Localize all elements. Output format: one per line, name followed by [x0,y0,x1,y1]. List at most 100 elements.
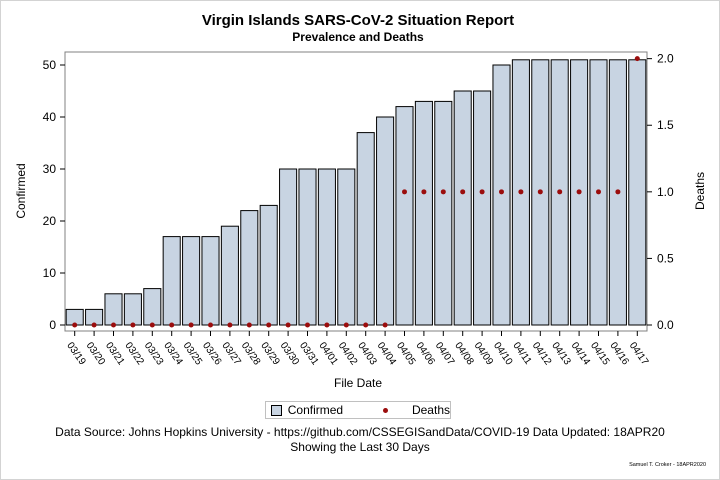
point-deaths [149,322,155,328]
plot-area [64,51,648,332]
point-deaths [111,322,116,328]
bar-confirmed [628,59,647,326]
y-tick-label: 20 [43,214,57,228]
y2-tick-label: 1.0 [657,185,674,199]
chart-title: Virgin Islands SARS-CoV-2 Situation Repo… [202,12,514,29]
legend-bar-swatch [271,404,282,416]
x-tick-label: 04/02 [336,340,360,367]
bar-confirmed [220,225,239,326]
x-tick-label: 03/29 [258,340,282,367]
bar-confirmed [473,90,492,326]
point-deaths [227,322,233,328]
legend-dot-marker [383,407,388,413]
x-tick-label: 04/12 [530,340,554,367]
y-tick-label: 50 [43,58,57,72]
x-tick-label: 03/22 [122,340,146,367]
x-tick-label: 04/13 [549,340,573,367]
point-deaths [208,322,213,328]
y2-tick-label: 0.5 [657,251,674,265]
x-tick-label: 04/05 [394,340,418,367]
point-deaths [557,189,563,195]
point-deaths [537,189,543,195]
bar-confirmed [453,90,472,326]
point-deaths [518,189,524,195]
point-deaths [499,189,504,195]
x-tick-label: 03/20 [84,340,108,367]
bar-confirmed [123,293,142,326]
x-tick-label: 03/23 [142,340,166,367]
point-deaths [266,322,272,328]
y2-axis-label: Deaths [693,172,707,210]
point-deaths [285,322,291,328]
point-deaths [634,56,640,62]
x-axis-label: File Date [334,376,382,390]
x-tick-label: 04/11 [510,340,533,367]
point-deaths [479,189,485,195]
point-deaths [382,322,388,328]
bar-confirmed [434,100,453,326]
point-deaths [246,322,252,328]
x-tick-label: 03/26 [200,340,224,367]
point-deaths [576,189,582,195]
point-deaths [615,189,621,195]
x-tick-label: 04/15 [588,340,612,367]
bar-confirmed [279,168,298,326]
bar-confirmed [298,168,317,326]
x-tick-label: 04/17 [627,340,651,367]
point-deaths [596,189,601,195]
x-tick-label: 04/16 [607,340,631,367]
point-deaths [440,189,446,195]
point-deaths [421,189,427,195]
bar-confirmed [182,236,201,326]
bar-confirmed [376,116,395,326]
x-tick-label: 04/06 [413,340,437,367]
x-tick-label: 03/21 [103,340,127,367]
y-tick-label: 10 [43,266,57,280]
x-tick-label: 03/27 [219,340,243,367]
y2-tick-label: 2.0 [657,52,674,66]
x-tick-label: 04/14 [569,340,593,367]
bar-confirmed [337,168,356,326]
x-tick-label: 03/30 [278,340,302,367]
x-tick-label: 04/09 [472,340,496,367]
point-deaths [188,322,194,328]
point-deaths [91,322,97,328]
y-tick-label: 40 [43,110,57,124]
point-deaths [169,322,175,328]
x-tick-label: 03/19 [64,340,88,367]
range-note: Showing the Last 30 Days [290,440,430,454]
point-deaths [72,322,78,328]
data-source-note: Data Source: Johns Hopkins University - … [55,425,665,439]
bar-confirmed [259,204,278,326]
point-deaths [130,322,136,328]
bar-confirmed [104,293,123,326]
author-credit: Samuel T. Croker - 18APR2020 [629,462,706,468]
x-tick-label: 04/07 [433,340,457,367]
x-tick-label: 04/04 [375,340,399,367]
x-tick-label: 04/01 [316,340,340,367]
legend-label-deaths: Deaths [411,403,450,417]
x-tick-label: 04/08 [452,340,476,367]
y-axis-label: Confirmed [14,163,28,218]
bar-confirmed [240,210,259,326]
y-tick-label: 30 [43,162,57,176]
legend-label-confirmed: Confirmed [287,403,344,417]
x-tick-label: 03/24 [161,340,185,367]
point-deaths [460,189,466,195]
bar-confirmed [317,168,336,326]
point-deaths [343,322,349,328]
y2-tick-label: 0.0 [657,318,674,332]
point-deaths [324,322,330,328]
bar-confirmed [356,132,375,326]
bar-confirmed [201,236,220,326]
point-deaths [305,322,310,328]
bar-confirmed [414,100,433,326]
x-tick-label: 03/31 [297,340,321,367]
y-tick-label: 0 [49,318,56,332]
y2-tick-label: 1.5 [657,118,674,132]
point-deaths [402,189,407,195]
bar-confirmed [492,64,511,326]
bar-confirmed [162,236,181,326]
chart-legend: Confirmed Deaths [265,401,451,419]
